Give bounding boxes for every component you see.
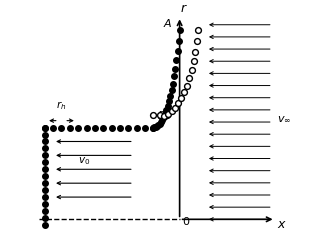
Text: 0: 0: [183, 216, 189, 227]
Text: B: B: [158, 111, 166, 121]
Text: x: x: [277, 218, 284, 231]
Text: A: A: [164, 19, 171, 29]
Text: r: r: [181, 2, 186, 15]
Text: $v_\infty$: $v_\infty$: [277, 114, 291, 124]
Text: $v_0$: $v_0$: [78, 155, 90, 167]
Text: $r_h$: $r_h$: [56, 99, 67, 112]
